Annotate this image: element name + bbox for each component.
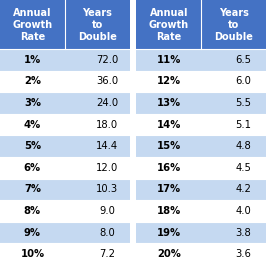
Bar	[0, 71, 130, 92]
Text: 4.8: 4.8	[235, 141, 251, 151]
Text: 14.4: 14.4	[96, 141, 118, 151]
Text: 12.0: 12.0	[96, 163, 118, 173]
Text: 8%: 8%	[24, 206, 41, 216]
Text: 6%: 6%	[24, 163, 41, 173]
Bar	[0, 92, 130, 114]
Bar	[0, 179, 130, 200]
Text: 8.0: 8.0	[99, 228, 115, 238]
Bar	[136, 179, 266, 200]
Text: 5.5: 5.5	[235, 98, 251, 108]
Bar	[0, 49, 130, 71]
Bar	[136, 200, 266, 222]
Bar	[136, 135, 266, 157]
Text: 3.6: 3.6	[235, 249, 251, 259]
Text: 3%: 3%	[24, 98, 41, 108]
Bar	[136, 157, 266, 179]
Bar	[0, 200, 130, 222]
Bar	[0, 0, 130, 49]
Text: 16%: 16%	[157, 163, 181, 173]
Text: 2%: 2%	[24, 76, 41, 86]
Text: 1%: 1%	[24, 55, 41, 65]
Text: 18%: 18%	[157, 206, 181, 216]
Bar	[0, 135, 130, 157]
Text: 7.2: 7.2	[99, 249, 115, 259]
Text: 5.1: 5.1	[235, 120, 251, 130]
Text: 4.5: 4.5	[235, 163, 251, 173]
Text: 9%: 9%	[24, 228, 41, 238]
Bar	[0, 243, 130, 265]
Bar	[136, 114, 266, 135]
Bar	[136, 0, 266, 49]
Text: Years
to
Double: Years to Double	[78, 7, 117, 42]
Bar	[136, 49, 266, 71]
Text: 14%: 14%	[157, 120, 181, 130]
Text: 17%: 17%	[157, 184, 181, 195]
Text: 6.5: 6.5	[235, 55, 251, 65]
Text: 18.0: 18.0	[96, 120, 118, 130]
Text: 36.0: 36.0	[96, 76, 118, 86]
Text: 7%: 7%	[24, 184, 41, 195]
Text: 12%: 12%	[157, 76, 181, 86]
Text: 4.0: 4.0	[235, 206, 251, 216]
Text: 72.0: 72.0	[96, 55, 118, 65]
Bar	[0, 114, 130, 135]
Text: 5%: 5%	[24, 141, 41, 151]
Text: Annual
Growth
Rate: Annual Growth Rate	[12, 7, 52, 42]
Bar	[136, 243, 266, 265]
Text: 10%: 10%	[20, 249, 44, 259]
Text: 10.3: 10.3	[96, 184, 118, 195]
Text: 6.0: 6.0	[235, 76, 251, 86]
Text: 4.2: 4.2	[235, 184, 251, 195]
Text: Annual
Growth
Rate: Annual Growth Rate	[149, 7, 189, 42]
Text: 3.8: 3.8	[235, 228, 251, 238]
Bar	[136, 71, 266, 92]
Text: 15%: 15%	[157, 141, 181, 151]
Text: 13%: 13%	[157, 98, 181, 108]
Bar	[0, 157, 130, 179]
Text: Years
to
Double: Years to Double	[214, 7, 253, 42]
Text: 24.0: 24.0	[96, 98, 118, 108]
Bar	[136, 92, 266, 114]
Text: 11%: 11%	[157, 55, 181, 65]
Text: 4%: 4%	[24, 120, 41, 130]
Bar	[0, 222, 130, 243]
Text: 19%: 19%	[157, 228, 181, 238]
Text: 20%: 20%	[157, 249, 181, 259]
Text: 9.0: 9.0	[99, 206, 115, 216]
Bar	[136, 222, 266, 243]
